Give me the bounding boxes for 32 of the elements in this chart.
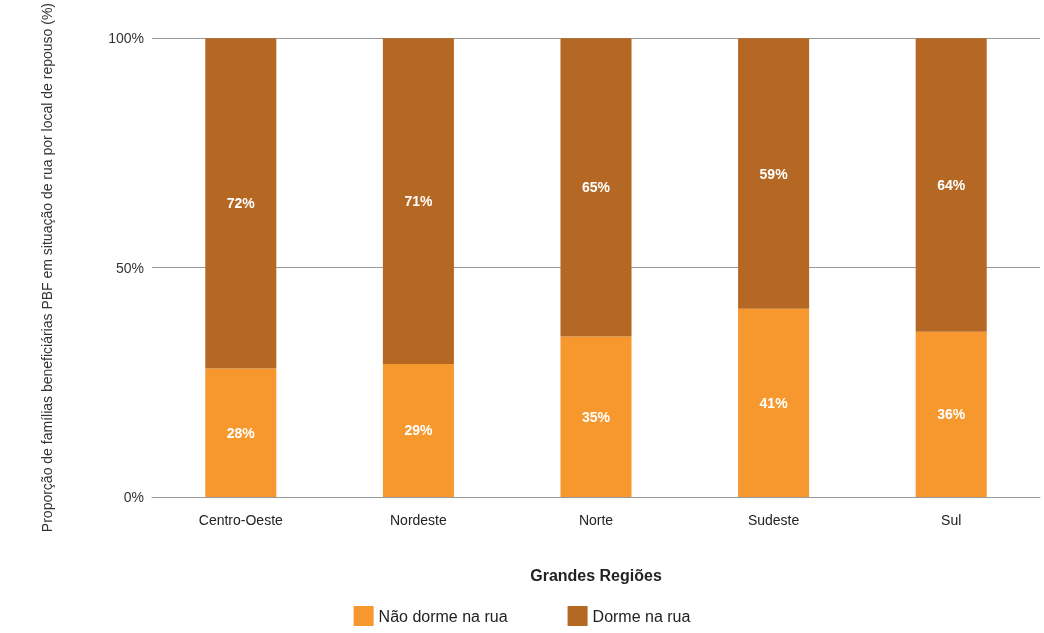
bar [560, 38, 632, 337]
y-axis-title: Proporção de famílias beneficiárias PBF em situação de rua por local de repouso (%) [39, 3, 55, 533]
bar [382, 38, 454, 364]
bar [560, 336, 632, 497]
data-label: 71% [404, 193, 433, 210]
bar [738, 308, 810, 497]
data-label: 59% [759, 165, 789, 182]
bar [738, 38, 810, 309]
bar [205, 368, 277, 497]
bar [915, 38, 987, 332]
y-tick-label: 0% [123, 489, 144, 505]
data-label: 72% [226, 195, 256, 212]
x-axis-title: Grandes Regiões [530, 566, 662, 584]
x-tick-label: Centro-Oeste [198, 512, 284, 528]
data-label: 65% [581, 179, 611, 196]
x-tick-label: Sul [941, 512, 962, 528]
data-label: 36% [937, 406, 966, 423]
x-tick-label: Norte [578, 512, 614, 528]
data-label: 28% [226, 424, 256, 441]
bar [205, 38, 277, 369]
y-tick-label: 50% [115, 259, 144, 276]
legend-label: Dorme na rua [592, 607, 691, 625]
bar [382, 363, 454, 497]
x-tick-label: Sudeste [747, 512, 800, 528]
x-tick-label: Nordeste [389, 512, 448, 528]
data-label: 41% [759, 394, 789, 411]
legend-label: Não dorme na rua [378, 607, 508, 625]
bar [915, 331, 987, 497]
y-tick-label: 100% [108, 30, 144, 47]
data-label: 35% [581, 408, 611, 425]
data-label: 29% [404, 422, 433, 439]
data-label: 64% [937, 176, 966, 193]
